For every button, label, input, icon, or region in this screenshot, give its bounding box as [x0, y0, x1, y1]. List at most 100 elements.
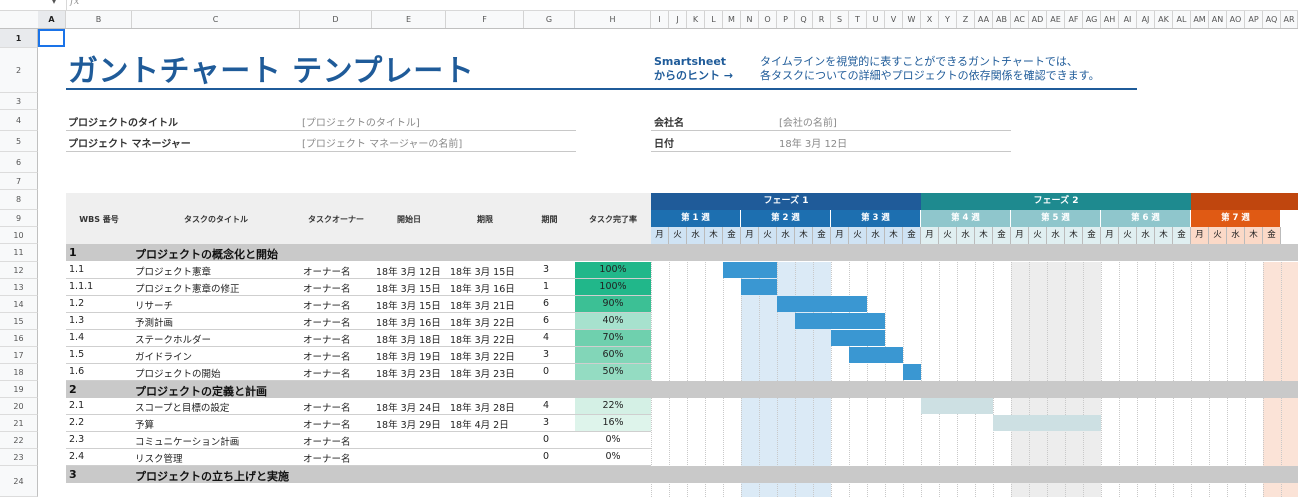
- row-header-14[interactable]: 14: [0, 296, 38, 313]
- column-header-r[interactable]: R: [813, 11, 831, 28]
- task-start-date[interactable]: 18年 3月 15日: [376, 301, 441, 312]
- task-title[interactable]: スコープと目標の設定: [135, 403, 230, 414]
- row-header-13[interactable]: 13: [0, 279, 38, 296]
- task-title[interactable]: ステークホルダー: [135, 335, 212, 346]
- task-wbs[interactable]: 1.6: [69, 366, 85, 377]
- task-owner[interactable]: オーナー名: [303, 420, 351, 431]
- row-header-1[interactable]: 1: [0, 29, 38, 48]
- task-start-date[interactable]: 18年 3月 12日: [376, 267, 441, 278]
- task-duration[interactable]: 3: [543, 264, 550, 275]
- column-header-q[interactable]: Q: [795, 11, 813, 28]
- task-duration[interactable]: 0: [543, 434, 550, 445]
- row-header-8[interactable]: 8: [0, 190, 38, 210]
- task-owner[interactable]: オーナー名: [303, 352, 351, 363]
- column-header-ar[interactable]: AR: [1281, 11, 1298, 28]
- task-owner[interactable]: オーナー名: [303, 267, 351, 278]
- task-due-date[interactable]: 18年 3月 22日: [450, 335, 515, 346]
- row-header-11[interactable]: 11: [0, 244, 38, 262]
- task-start-date[interactable]: 18年 3月 24日: [376, 403, 441, 414]
- row-header-18[interactable]: 18: [0, 364, 38, 381]
- section-title[interactable]: プロジェクトの概念化と開始: [135, 248, 278, 261]
- name-box[interactable]: [0, 0, 67, 10]
- column-header-al[interactable]: AL: [1173, 11, 1191, 28]
- task-due-date[interactable]: 18年 3月 22日: [450, 318, 515, 329]
- task-start-date[interactable]: 18年 3月 18日: [376, 335, 441, 346]
- task-wbs[interactable]: 1.1: [69, 264, 85, 275]
- task-start-date[interactable]: 18年 3月 23日: [376, 369, 441, 380]
- task-due-date[interactable]: 18年 3月 21日: [450, 301, 515, 312]
- column-header-ai[interactable]: AI: [1119, 11, 1137, 28]
- column-header-i[interactable]: I: [651, 11, 669, 28]
- column-header-ah[interactable]: AH: [1101, 11, 1119, 28]
- column-header-y[interactable]: Y: [939, 11, 957, 28]
- row-header-7[interactable]: 7: [0, 173, 38, 190]
- column-header-g[interactable]: G: [524, 11, 575, 28]
- gantt-bar[interactable]: [795, 313, 885, 329]
- column-header-ab[interactable]: AB: [993, 11, 1011, 28]
- column-header-m[interactable]: M: [723, 11, 741, 28]
- task-title[interactable]: プロジェクトの開始: [135, 369, 221, 380]
- column-header-ac[interactable]: AC: [1011, 11, 1029, 28]
- column-header-aj[interactable]: AJ: [1137, 11, 1155, 28]
- task-percent-complete[interactable]: 0%: [575, 449, 651, 465]
- task-due-date[interactable]: 18年 4月 2日: [450, 420, 509, 431]
- task-title[interactable]: プロジェクト憲章の修正: [135, 284, 240, 295]
- task-owner[interactable]: オーナー名: [303, 454, 351, 465]
- row-header-15[interactable]: 15: [0, 313, 38, 330]
- task-percent-complete[interactable]: 60%: [575, 347, 651, 363]
- column-header-n[interactable]: N: [741, 11, 759, 28]
- task-wbs[interactable]: 1.4: [69, 332, 85, 343]
- column-header-a[interactable]: A: [38, 11, 66, 28]
- column-header-j[interactable]: J: [669, 11, 687, 28]
- task-due-date[interactable]: 18年 3月 22日: [450, 352, 515, 363]
- task-duration[interactable]: 0: [543, 451, 550, 462]
- column-header-k[interactable]: K: [687, 11, 705, 28]
- column-header-ag[interactable]: AG: [1083, 11, 1101, 28]
- task-percent-complete[interactable]: 70%: [575, 330, 651, 346]
- task-title[interactable]: コミュニケーション計画: [135, 437, 240, 448]
- task-percent-complete[interactable]: 16%: [575, 415, 651, 431]
- task-title[interactable]: 予測計画: [135, 318, 174, 329]
- task-percent-complete[interactable]: 90%: [575, 296, 651, 312]
- row-header-16[interactable]: 16: [0, 330, 38, 347]
- task-owner[interactable]: オーナー名: [303, 284, 351, 295]
- company-value[interactable]: [会社の名前]: [779, 118, 837, 129]
- task-owner[interactable]: オーナー名: [303, 403, 351, 414]
- smartsheet-hint-label[interactable]: Smartsheet からのヒント →: [654, 55, 733, 83]
- project-title-value[interactable]: [プロジェクトのタイトル]: [302, 118, 420, 129]
- column-header-p[interactable]: P: [777, 11, 795, 28]
- task-wbs[interactable]: 1.5: [69, 349, 85, 360]
- column-header-t[interactable]: T: [849, 11, 867, 28]
- task-percent-complete[interactable]: 100%: [575, 279, 651, 295]
- task-owner[interactable]: オーナー名: [303, 335, 351, 346]
- gantt-bar[interactable]: [921, 398, 993, 414]
- row-header-6[interactable]: 6: [0, 152, 38, 173]
- gantt-bar[interactable]: [903, 364, 921, 380]
- column-header-v[interactable]: V: [885, 11, 903, 28]
- column-header-o[interactable]: O: [759, 11, 777, 28]
- column-header-u[interactable]: U: [867, 11, 885, 28]
- task-percent-complete[interactable]: 100%: [575, 262, 651, 278]
- section-title[interactable]: プロジェクトの定義と計画: [135, 385, 267, 398]
- column-header-l[interactable]: L: [705, 11, 723, 28]
- task-wbs[interactable]: 1.3: [69, 315, 85, 326]
- column-header-b[interactable]: B: [66, 11, 132, 28]
- task-duration[interactable]: 6: [543, 315, 550, 326]
- column-header-h[interactable]: H: [575, 11, 651, 28]
- gantt-bar[interactable]: [777, 296, 867, 312]
- date-value[interactable]: 18年 3月 12日: [779, 139, 848, 150]
- task-wbs[interactable]: 1.2: [69, 298, 85, 309]
- task-wbs[interactable]: 1.1.1: [69, 281, 94, 292]
- column-header-z[interactable]: Z: [957, 11, 975, 28]
- task-title[interactable]: プロジェクト憲章: [135, 267, 212, 278]
- task-wbs[interactable]: 2.4: [69, 451, 85, 462]
- column-header-f[interactable]: F: [446, 11, 524, 28]
- task-wbs[interactable]: 2.3: [69, 434, 85, 445]
- row-header-5[interactable]: 5: [0, 131, 38, 152]
- pm-value[interactable]: [プロジェクト マネージャーの名前]: [302, 139, 463, 150]
- row-header-10[interactable]: 10: [0, 227, 38, 244]
- row-header-19[interactable]: 19: [0, 381, 38, 398]
- task-title[interactable]: ガイドライン: [135, 352, 193, 363]
- task-due-date[interactable]: 18年 3月 28日: [450, 403, 515, 414]
- task-duration[interactable]: 3: [543, 417, 550, 428]
